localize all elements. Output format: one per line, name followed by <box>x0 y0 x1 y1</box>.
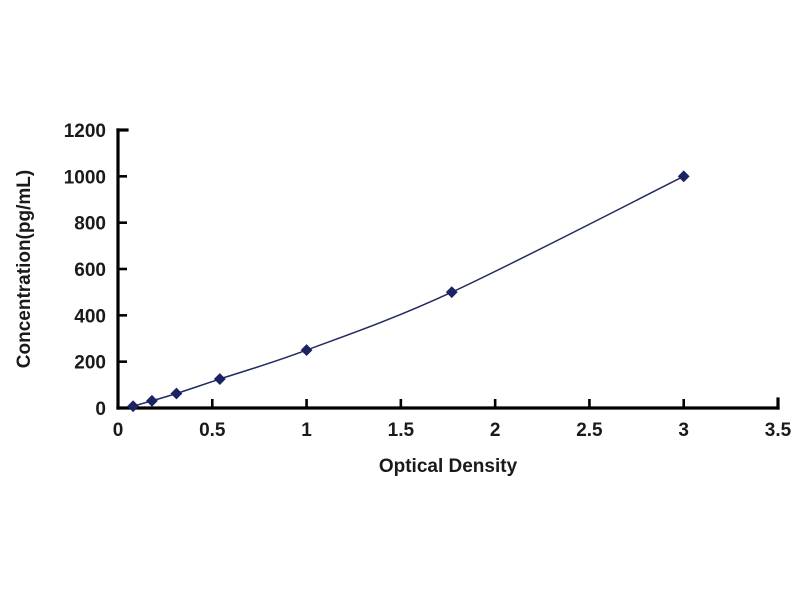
y-tick-label: 0 <box>95 399 106 420</box>
y-axis-title: Concentration(pg/mL) <box>14 170 35 368</box>
y-tick-label: 200 <box>74 353 106 374</box>
y-axis-ticks: 0 200 400 600 800 1000 1200 <box>64 121 127 420</box>
y-tick-label: 400 <box>74 306 106 327</box>
data-point-marker <box>213 373 226 385</box>
x-tick-label: 1 <box>301 420 312 441</box>
data-point-marker <box>445 286 458 299</box>
data-point-marker <box>300 344 313 356</box>
x-tick-label: 0 <box>113 420 124 441</box>
data-point-marker <box>170 387 183 400</box>
x-tick-label: 1.5 <box>388 420 415 441</box>
x-tick-label: 2.5 <box>576 420 603 441</box>
y-tick-label: 800 <box>74 214 106 235</box>
x-tick-label: 3 <box>678 420 689 441</box>
x-axis-ticks: 0 0.5 1 1.5 2 2.5 3 3.5 <box>113 399 792 441</box>
y-tick-label: 1000 <box>64 167 106 188</box>
data-point-marker <box>127 400 139 413</box>
x-tick-label: 2 <box>490 420 501 441</box>
data-point-marker <box>146 394 158 407</box>
data-point-marker <box>677 170 690 183</box>
y-tick-label: 1200 <box>64 121 106 142</box>
x-tick-label: 0.5 <box>199 420 226 441</box>
x-axis-title: Optical Density <box>379 456 518 477</box>
series-markers <box>127 170 690 413</box>
x-tick-label: 3.5 <box>765 420 792 441</box>
y-tick-label: 600 <box>74 260 106 281</box>
